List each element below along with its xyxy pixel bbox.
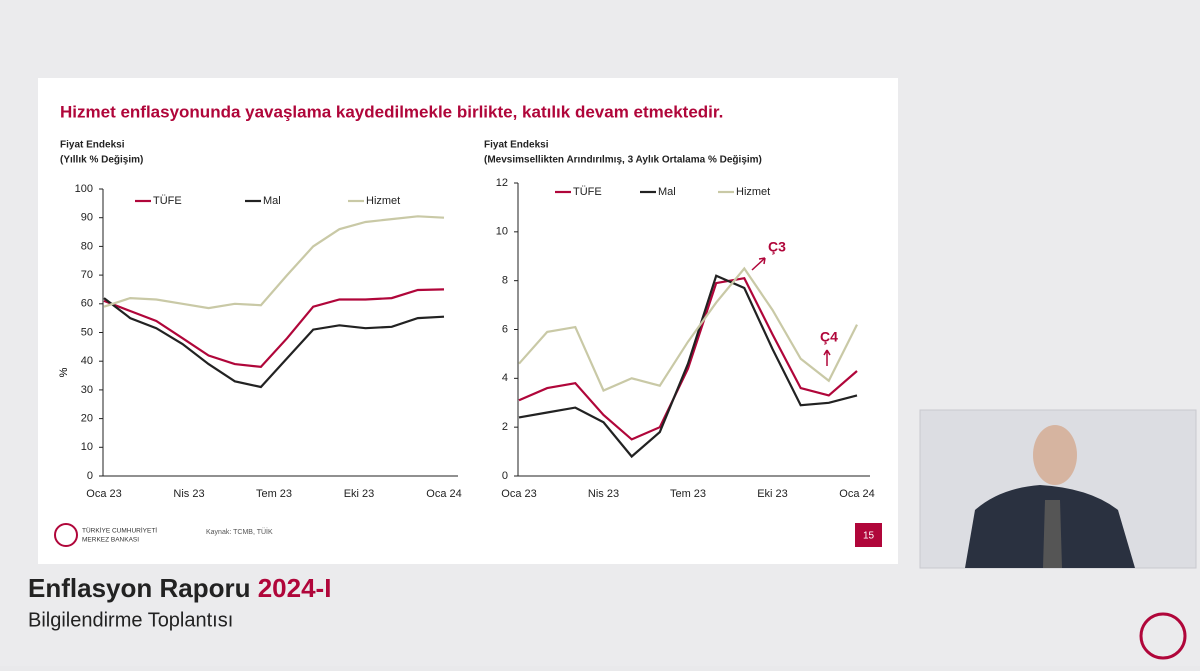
x-tick-label: Oca 24 [426, 488, 461, 500]
y-tick-label: 2 [502, 421, 508, 433]
y-tick-label: 10 [81, 441, 93, 453]
logo-text: MERKEZ BANKASI [82, 537, 139, 544]
speaker-video [919, 409, 1197, 569]
page-badge [855, 523, 882, 547]
slide-title: Hizmet enflasyonunda yavaşlama kaydedilm… [60, 102, 723, 121]
logo-text: TÜRKİYE CUMHURİYETİ [82, 526, 157, 535]
series-line [103, 297, 445, 389]
x-tick-label: Eki 23 [757, 488, 788, 500]
annotation-arrow [823, 349, 831, 366]
page-number: 15 [863, 531, 875, 542]
y-tick-label: 8 [502, 275, 508, 287]
legend-label: Mal [658, 186, 676, 198]
x-tick-label: Tem 23 [670, 488, 706, 500]
speaker-head [1033, 425, 1077, 485]
y-tick-label: 40 [81, 355, 93, 367]
source: Kaynak: TCMB, TÜİK [206, 527, 273, 536]
x-tick-label: Eki 23 [344, 488, 375, 500]
y-tick-label: 100 [75, 183, 93, 195]
y-tick-label: 70 [81, 269, 93, 281]
y-tick-label: 20 [81, 413, 93, 425]
y-tick-label: 4 [502, 372, 508, 384]
y-tick-label: 10 [496, 226, 508, 238]
x-tick-label: Tem 23 [256, 488, 292, 500]
x-tick-label: Nis 23 [173, 488, 204, 500]
chart-title: Fiyat Endeksi [60, 140, 125, 151]
series-line [103, 288, 445, 369]
series-line [518, 274, 858, 459]
chart-subtitle: (Yıllık % Değişim) [60, 155, 143, 166]
y-tick-label: 80 [81, 240, 93, 252]
y-axis-label: % [58, 367, 70, 377]
legend-label: TÜFE [153, 195, 182, 207]
y-tick-label: 60 [81, 298, 93, 310]
slide [38, 78, 898, 564]
legend-label: Hizmet [366, 195, 400, 207]
legend-label: TÜFE [573, 186, 602, 198]
y-tick-label: 50 [81, 326, 93, 338]
legend-label: Mal [263, 195, 281, 207]
annotation: Ç3 [768, 239, 786, 255]
banner-title: Enflasyon Raporu 2024-I [28, 573, 331, 603]
annotation: Ç4 [820, 329, 838, 345]
y-tick-label: 0 [87, 470, 93, 482]
chart-title: Fiyat Endeksi [484, 140, 549, 151]
banner-subtitle: Bilgilendirme Toplantısı [28, 609, 233, 631]
bank-logo [1139, 612, 1187, 660]
charts: Fiyat Endeksi(Yıllık % Değişim)%01020304… [58, 140, 875, 500]
x-tick-label: Nis 23 [588, 488, 619, 500]
series-line [518, 266, 858, 392]
x-tick-label: Oca 23 [501, 488, 536, 500]
series-line [518, 276, 858, 441]
x-tick-label: Oca 24 [839, 488, 874, 500]
y-tick-label: 90 [81, 212, 93, 224]
series-line [103, 215, 445, 310]
y-tick-label: 12 [496, 177, 508, 189]
annotation-arrow [751, 257, 766, 271]
logo-icon [54, 523, 78, 547]
legend-label: Hizmet [736, 186, 770, 198]
y-tick-label: 0 [502, 470, 508, 482]
x-tick-label: Oca 23 [86, 488, 121, 500]
speaker-tie [1043, 500, 1062, 568]
y-tick-label: 6 [502, 323, 508, 335]
y-tick-label: 30 [81, 384, 93, 396]
chart-subtitle: (Mevsimsellikten Arındırılmış, 3 Aylık O… [484, 155, 762, 166]
